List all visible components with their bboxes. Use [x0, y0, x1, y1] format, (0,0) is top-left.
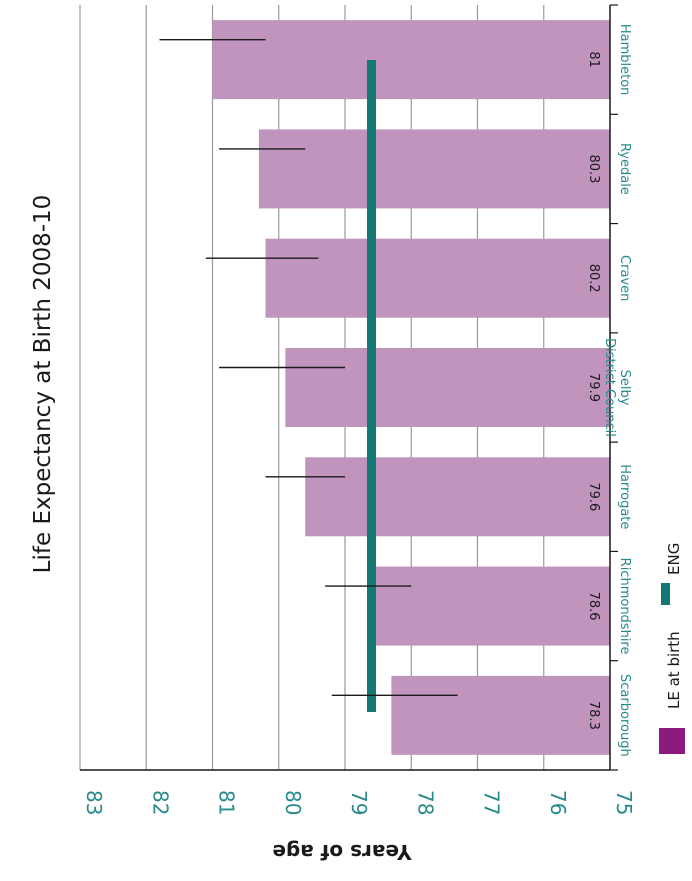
legend-swatch-eng: [661, 583, 670, 605]
eng-series: [367, 60, 376, 712]
value-label-craven: 80.2: [586, 264, 601, 293]
value-label-harrogate: 79.6: [586, 482, 601, 511]
category-labels: Hambleton Ryedale Craven SelbyDistrict Coun…: [602, 24, 632, 757]
legend-swatch-le-at-birth: [659, 728, 685, 754]
bar-hambleton: [212, 20, 610, 100]
value-label-richmondshire: 78.6: [586, 592, 601, 621]
tick-labels: 75 76 77 78 79 80 81 82 83: [82, 790, 636, 815]
bar-harrogate: [305, 457, 610, 537]
category-label-harrogate: Harrogate: [617, 464, 632, 529]
eng-line: [367, 60, 376, 712]
tick-label-75: 75: [612, 790, 636, 815]
category-label-craven: Craven: [617, 255, 632, 301]
bar-richmondshire: [371, 566, 610, 646]
error-bars: [159, 38, 458, 697]
value-labels: 81 80.3 80.2 79.9 79.6 78.6 78.3: [586, 51, 601, 729]
bar-selby-district-council: [285, 348, 610, 427]
tick-label-76: 76: [546, 790, 570, 815]
bar-scarborough: [391, 675, 610, 755]
category-label-richmondshire: Richmondshire: [617, 558, 632, 655]
value-label-ryedale: 80.3: [586, 154, 601, 183]
value-label-hambleton: 81: [586, 51, 601, 68]
category-label-ryedale: Ryedale: [617, 143, 632, 195]
bar-ryedale: [258, 129, 610, 209]
tick-label-80: 80: [281, 790, 305, 815]
bar-craven: [265, 238, 610, 318]
tick-label-79: 79: [347, 790, 371, 815]
category-label-scarborough: Scarborough: [617, 674, 632, 757]
category-label-selby-district-council: SelbyDistrict Council: [602, 338, 632, 437]
category-label-hambleton: Hambleton: [617, 24, 632, 96]
axes: [80, 4, 618, 771]
tick-label-81: 81: [215, 790, 239, 815]
value-label-scarborough: 78.3: [586, 701, 601, 730]
legend-label-le-at-birth: LE at birth: [665, 631, 683, 709]
bars: [212, 20, 610, 755]
value-label-selby-district-council: 79.9: [586, 373, 601, 402]
y-axis-title: Years of age: [272, 840, 412, 864]
tick-label-83: 83: [82, 790, 106, 815]
chart-title: Life Expectancy at Birth 2008-10: [30, 195, 56, 574]
tick-label-77: 77: [480, 790, 504, 815]
tick-label-78: 78: [413, 790, 437, 815]
tick-label-82: 82: [148, 790, 172, 815]
legend-label-eng: ENG: [665, 543, 683, 575]
legend: LE at birth ENG: [659, 543, 685, 754]
